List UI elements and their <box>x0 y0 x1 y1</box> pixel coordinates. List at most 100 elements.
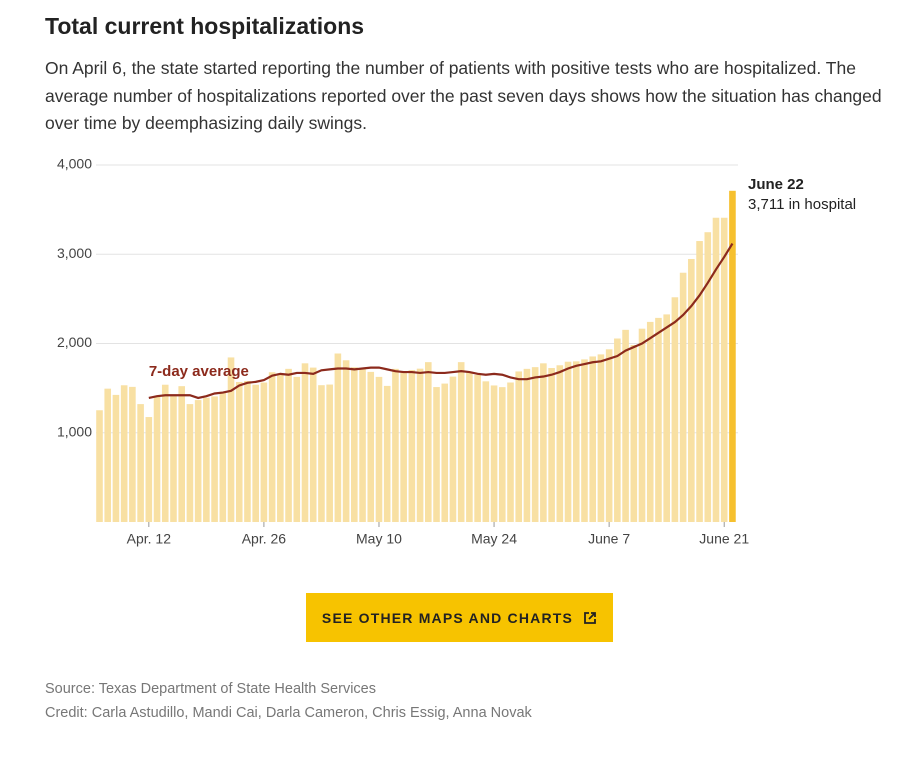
bar <box>260 382 268 522</box>
subtitle: On April 6, the state started reporting … <box>45 58 882 133</box>
bar <box>581 359 588 522</box>
bar <box>597 354 605 522</box>
external-icon[interactable] <box>583 611 597 625</box>
line-label: 7-day average <box>149 363 249 380</box>
bar <box>688 258 695 522</box>
bar <box>425 362 432 522</box>
y-tick-label: 2,000 <box>57 334 92 350</box>
bar <box>351 367 358 522</box>
bar <box>104 388 112 522</box>
bar <box>441 383 449 522</box>
bar <box>474 374 481 522</box>
bar <box>137 404 144 522</box>
bar <box>227 357 235 522</box>
bar <box>466 371 473 522</box>
bar <box>572 361 580 522</box>
bar <box>375 376 383 522</box>
bar <box>646 321 654 522</box>
bar <box>638 328 646 522</box>
bar <box>507 382 514 522</box>
bar <box>219 391 227 522</box>
average-line <box>148 242 734 400</box>
x-tick-label: June 7 <box>588 531 630 547</box>
bar <box>359 368 366 522</box>
bar <box>301 363 309 522</box>
bar <box>334 353 342 522</box>
bar <box>433 387 440 522</box>
x-tick-label: Apr. 12 <box>127 531 172 547</box>
x-tick-label: June 21 <box>699 531 749 547</box>
bar <box>342 360 350 522</box>
bar <box>416 368 424 522</box>
bar <box>203 397 210 522</box>
bar <box>704 232 712 522</box>
bar <box>457 362 465 522</box>
bar <box>540 363 547 522</box>
bar <box>383 385 391 522</box>
x-tick-label: Apr. 26 <box>242 531 287 547</box>
bar <box>671 297 679 522</box>
bar <box>252 384 259 522</box>
bar <box>400 372 407 522</box>
bar <box>194 400 202 522</box>
bar <box>244 380 251 522</box>
bar <box>564 361 572 522</box>
credit: Credit: Carla Astudillo, Mandi Cai, Darl… <box>45 705 532 721</box>
bar <box>548 368 555 522</box>
bar <box>120 385 128 522</box>
x-tick-label: May 10 <box>356 531 402 547</box>
bar <box>449 376 457 522</box>
bar <box>153 396 161 522</box>
bar <box>309 367 317 522</box>
bar <box>367 371 375 522</box>
button-label[interactable]: SEE OTHER MAPS AND CHARTS <box>321 609 574 626</box>
bar <box>392 368 399 522</box>
bar <box>630 345 638 522</box>
bar <box>605 349 613 522</box>
bar <box>622 329 629 522</box>
bar <box>523 368 531 522</box>
bar <box>663 314 670 522</box>
bar <box>589 356 596 522</box>
bar <box>293 376 301 522</box>
bar <box>96 410 103 522</box>
bar <box>112 394 120 522</box>
maps-button[interactable]: SEE OTHER MAPS AND CHARTS <box>306 593 613 642</box>
bar <box>490 385 498 522</box>
bar <box>498 387 506 522</box>
bar <box>235 381 243 522</box>
bar <box>655 317 662 522</box>
bar <box>729 190 736 522</box>
bar <box>556 365 564 522</box>
bar <box>277 373 284 522</box>
bar <box>531 367 539 522</box>
bar <box>482 381 490 522</box>
bar <box>408 370 416 522</box>
bar <box>268 372 276 522</box>
y-tick-label: 4,000 <box>57 156 92 172</box>
bar <box>129 386 136 522</box>
bar <box>720 217 728 522</box>
bar <box>285 368 292 522</box>
bar <box>161 384 169 522</box>
bar <box>145 417 153 522</box>
x-tick-label: May 24 <box>471 531 517 547</box>
chart: 1,000 2,000 3,000 4,000 Apr. 12 Apr. 26 May 10… <box>57 156 856 547</box>
bar <box>170 396 177 522</box>
y-tick-label: 1,000 <box>57 423 92 439</box>
bar <box>712 217 720 522</box>
bar <box>614 338 621 522</box>
title: Total current hospitalizations <box>45 13 365 39</box>
bar <box>515 371 523 522</box>
bar <box>318 385 325 522</box>
annotation-text: 3,711 in hospital <box>748 196 856 213</box>
bar <box>696 241 703 522</box>
bar <box>178 386 185 522</box>
bar <box>211 396 218 522</box>
source: Source: Texas Department of State Health… <box>45 681 376 697</box>
y-tick-label: 3,000 <box>57 245 92 261</box>
bar <box>679 272 687 522</box>
bar <box>186 404 194 522</box>
bar <box>326 384 333 522</box>
